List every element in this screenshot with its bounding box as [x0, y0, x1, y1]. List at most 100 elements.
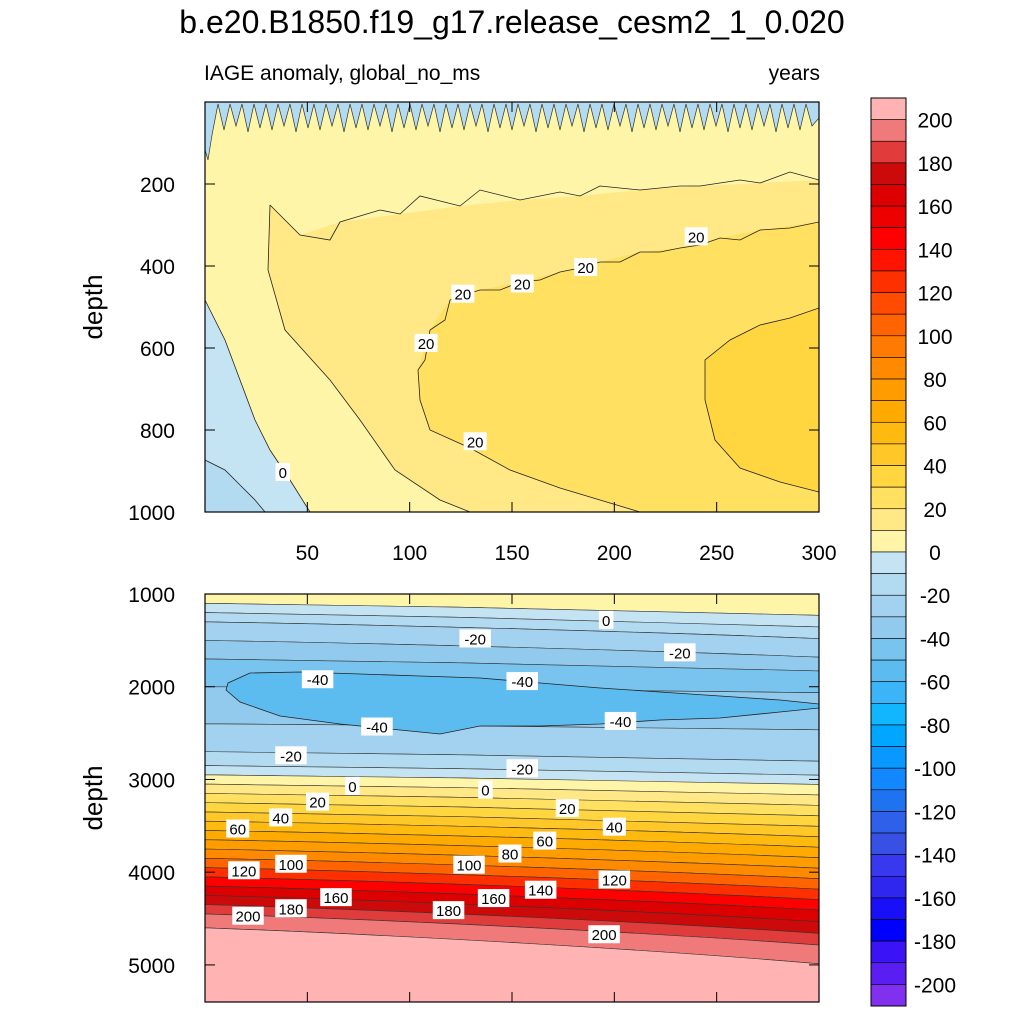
top-panel-fill: [205, 102, 819, 512]
contour-label: -40: [301, 670, 334, 689]
contour-label-box: [463, 432, 487, 451]
contour-label: 160: [320, 888, 352, 907]
contour-label-box: [533, 831, 557, 850]
contour-label: -20: [506, 759, 538, 778]
contour-label: 0: [345, 776, 360, 796]
colorbar-swatch: [870, 400, 907, 423]
contour-label-box: [232, 906, 264, 925]
colorbar-tick-label: 160: [917, 196, 952, 219]
contour-label: -20: [459, 629, 491, 648]
contour-label-text: 200: [235, 909, 260, 926]
contour-label-box: [432, 901, 465, 920]
contour-label: 20: [510, 274, 534, 293]
colorbar-swatch: [870, 140, 907, 164]
contour-label-text: 20: [688, 229, 705, 246]
contour-label: 0: [275, 463, 291, 482]
y-tick-label: 1000: [128, 584, 175, 607]
colorbar-swatch: [870, 638, 907, 661]
contour-label: -20: [275, 746, 307, 765]
y-tick-label: 800: [140, 420, 175, 443]
contour-label: 180: [275, 899, 307, 918]
contour-label: 0: [598, 610, 614, 630]
contour-label: 20: [451, 284, 475, 304]
contour-label: 140: [524, 880, 557, 900]
colorbar-tick-label: 200: [917, 110, 952, 133]
colorbar-swatch: [870, 249, 907, 272]
contour-label: -40: [361, 717, 393, 737]
colorbar-frame: [870, 97, 907, 1007]
colorbar-swatch: [870, 335, 907, 358]
colorbar-swatch: [870, 681, 907, 704]
top-contour-10: [267, 204, 471, 512]
colorbar-swatch: [870, 292, 907, 315]
contour-label-text: 80: [502, 847, 519, 864]
colorbar-swatch: [870, 940, 907, 964]
colorbar-swatch: [870, 832, 907, 855]
colorbar-swatch: [870, 162, 907, 185]
contour-label: 20: [463, 432, 487, 451]
contour-label: 80: [498, 844, 522, 864]
colorbar-swatch: [870, 767, 907, 791]
contour-label-box: [478, 780, 493, 799]
contour-label-box: [301, 670, 334, 689]
colorbar-swatch: [870, 875, 907, 899]
contour-label: 20: [574, 258, 598, 277]
contour-label-text: -20: [280, 748, 302, 765]
x-tick-label: 200: [597, 542, 632, 565]
contour-label-box: [498, 844, 522, 863]
colorbar-swatch: [870, 313, 907, 337]
colorbar-swatch: [870, 897, 907, 920]
colorbar-tick-label: -200: [914, 974, 956, 997]
colorbar-swatch: [870, 616, 907, 639]
y-tick-label: 2000: [128, 677, 175, 700]
contour-label-text: 20: [514, 276, 531, 293]
contour-label-box: [320, 888, 352, 907]
top-fill-pale-left: [205, 102, 819, 512]
x-tick-label: 50: [296, 542, 319, 565]
colorbar-swatch: [870, 378, 907, 401]
y-tick-label: 1000: [128, 502, 175, 525]
contour-label-text: -40: [307, 672, 329, 689]
contour-label: 100: [453, 855, 485, 875]
contour-label-text: -40: [366, 720, 388, 737]
contour-label-box: [604, 711, 637, 730]
colorbar-swatch: [870, 962, 907, 985]
contour-label-text: 20: [559, 801, 576, 818]
colorbar-tick-label: -120: [914, 801, 956, 824]
bottom-y-axis-title: depth: [78, 765, 108, 830]
figure-title: b.e20.B1850.f19_g17.release_cesm2_1_0.02…: [179, 4, 845, 40]
contour-label-text: 0: [481, 783, 489, 800]
contour-label-text: 160: [323, 890, 348, 907]
contour-label: 120: [228, 861, 260, 880]
colorbar-tick-label: 40: [923, 456, 946, 479]
colorbar-swatch: [870, 811, 907, 834]
contour-label-text: 0: [602, 613, 610, 630]
contour-label-text: 120: [231, 863, 256, 880]
contour-label-box: [275, 854, 307, 873]
contour-label: 60: [226, 819, 250, 839]
contour-label-text: 60: [229, 822, 246, 839]
contour-label-box: [453, 855, 485, 874]
contour-label-text: 40: [606, 820, 623, 837]
colorbar-swatch: [870, 854, 907, 877]
contour-label-text: 20: [418, 336, 435, 353]
colorbar-tick-label: 60: [923, 412, 946, 435]
contour-label: 200: [588, 925, 620, 944]
y-tick-label: 400: [140, 256, 175, 279]
contour-label: 0: [478, 780, 493, 800]
contour-label-text: 180: [278, 901, 303, 918]
contour-label-box: [555, 799, 579, 818]
contour-label: 20: [306, 792, 330, 812]
contour-label-text: -20: [669, 645, 691, 662]
contour-label-text: 180: [436, 903, 461, 920]
colorbar-tick-label: 100: [917, 326, 952, 349]
contour-label: 20: [684, 227, 708, 246]
colorbar-swatch: [870, 530, 907, 553]
colorbar: 200180160140120100806040200-20-40-60-80-…: [870, 97, 956, 1007]
top-fill-neg-10: [205, 300, 310, 512]
contour-label-text: 120: [602, 873, 627, 890]
colorbar-tick-label: 20: [923, 499, 946, 522]
top-fill-neg-20: [205, 460, 265, 512]
